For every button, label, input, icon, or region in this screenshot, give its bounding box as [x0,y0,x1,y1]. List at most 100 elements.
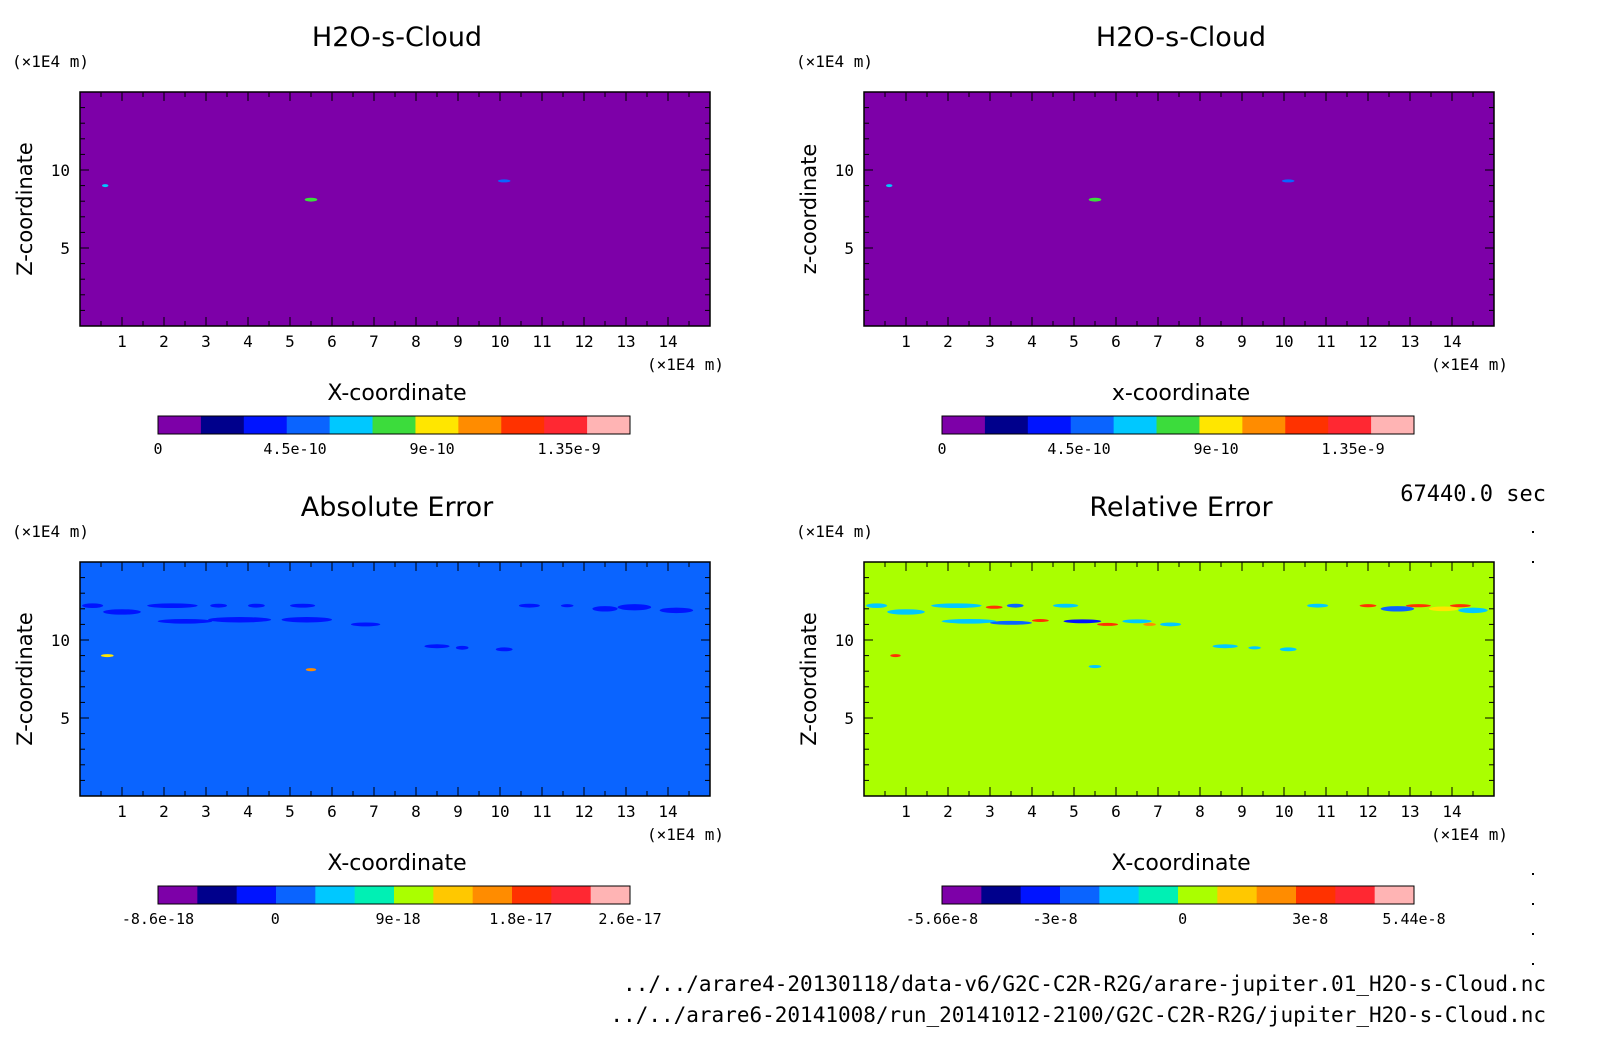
x-tick-label: 11 [532,802,551,821]
colorbar-segment [472,886,513,904]
plot-panel-4 [863,561,1495,905]
colorbar-segment [236,886,277,904]
x-tick-label: 1 [901,332,911,351]
x-tick-label: 14 [658,332,677,351]
x-unit-label: (×1E4 m) [1431,355,1508,374]
colorbar-segment [1199,416,1243,434]
colorbar-segment [415,416,459,434]
contour-feature [350,622,381,627]
colorbar-segment [276,886,316,904]
contour-feature [1006,603,1024,608]
x-tick-label: 12 [1358,802,1377,821]
plot-title: Relative Error [1089,492,1273,523]
x-tick-label: 8 [411,802,421,821]
decor-dot [1532,873,1534,875]
x-tick-label: 2 [943,332,953,351]
colorbar-tick-label: 4.5e-10 [263,440,326,458]
colorbar-segment [544,416,588,434]
x-axis-label: X-coordinate [1111,851,1250,876]
y-unit-label: (×1E4 m) [796,522,873,541]
contour-feature [866,603,888,609]
contour-feature [1122,619,1152,624]
x-tick-label: 10 [1274,802,1293,821]
colorbar-segment [942,886,982,904]
contour-feature [985,605,1003,609]
colorbar-segment [1256,886,1297,904]
plot-field [80,92,710,326]
time-label: 67440.0 sec [1400,482,1546,507]
x-tick-label: 12 [574,332,593,351]
colorbar-segment [1099,886,1140,904]
x-tick-label: 6 [327,802,337,821]
x-tick-label: 1 [901,802,911,821]
colorbar-tick-label: 0 [937,440,946,458]
colorbar-tick-label: -5.66e-8 [906,910,978,928]
x-tick-label: 3 [985,802,995,821]
contour-feature [941,618,997,624]
y-tick-label: 5 [60,709,70,728]
plot-panel-3 [79,561,711,905]
x-tick-label: 5 [1069,802,1079,821]
x-tick-label: 10 [1274,332,1293,351]
contour-feature [157,618,213,624]
y-axis-label: Z-coordinate [797,612,821,746]
x-tick-label: 10 [490,802,509,821]
colorbar-segment [354,886,395,904]
colorbar-tick-label: 9e-18 [376,910,421,928]
contour-feature [305,668,317,672]
x-tick-label: 12 [574,802,593,821]
colorbar-segment [1328,416,1372,434]
x-tick-label: 9 [453,802,463,821]
x-tick-label: 3 [201,802,211,821]
contour-feature [103,609,141,615]
contour-feature [659,607,694,614]
y-tick-label: 10 [51,631,70,650]
colorbar-segment [243,416,288,434]
contour-feature [208,616,272,623]
colorbar-frame [941,885,1415,905]
contour-feature [304,197,318,202]
plot-panel-1 [79,91,711,435]
colorbar-segment [1156,416,1200,434]
colorbar-tick-label: 0 [1178,910,1187,928]
plot-field [80,562,710,796]
contour-feature [102,184,109,188]
y-axis-label: Z-coordinate [13,142,37,276]
y-axis-label: Z-coordinate [13,612,37,746]
x-tick-label: 13 [1400,332,1419,351]
contour-feature [1380,606,1415,612]
x-tick-label: 4 [1027,332,1037,351]
contour-feature [424,644,450,649]
decor-dot [1532,963,1534,965]
colorbar-tick-label: 3e-8 [1292,910,1328,928]
plot-title: H2O-s-Cloud [1096,22,1266,53]
x-tick-label: 7 [1153,332,1163,351]
x-tick-label: 13 [1400,802,1419,821]
contour-feature [886,184,893,188]
colorbar-segment [501,416,545,434]
contour-feature [1088,197,1102,202]
colorbar-segment [158,886,198,904]
contour-feature [101,654,114,658]
y-tick-label: 10 [835,161,854,180]
colorbar-tick-label: -8.6e-18 [122,910,194,928]
contour-feature [1279,647,1297,652]
plot-panel-2 [863,91,1495,435]
y-tick-label: 10 [51,161,70,180]
contour-feature [990,620,1032,625]
y-unit-label: (×1E4 m) [796,52,873,71]
x-tick-label: 6 [327,332,337,351]
colorbar-tick-label: 2.6e-17 [598,910,661,928]
x-tick-label: 7 [369,802,379,821]
colorbar-tick-label: 1.35e-9 [1321,440,1384,458]
contour-feature [1097,622,1119,626]
contour-feature [518,603,540,608]
colorbar-tick-label: 5.44e-8 [1382,910,1445,928]
colorbar-tick-label: 4.5e-10 [1047,440,1110,458]
colorbar-segment [394,886,434,904]
colorbar-segment [1070,416,1115,434]
colorbar-segment [458,416,502,434]
x-axis-label: X-coordinate [327,851,466,876]
contour-feature [1143,622,1156,626]
